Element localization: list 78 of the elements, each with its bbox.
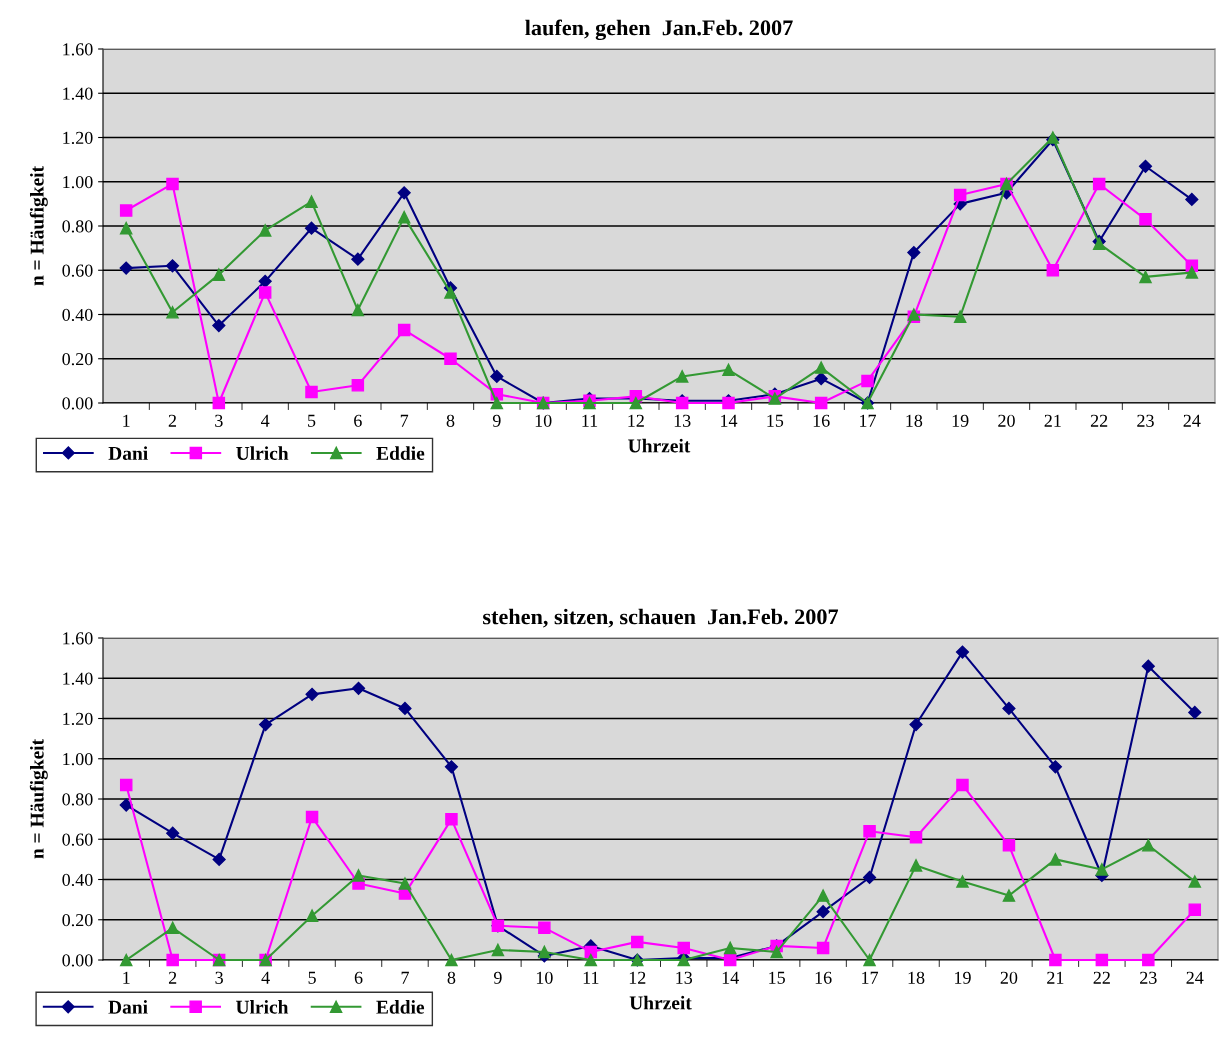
x-tick-label: 23	[1140, 971, 1157, 984]
x-tick-label: 1	[123, 971, 130, 984]
x-tick-label: 11	[582, 414, 598, 427]
x-tick-label: 3	[215, 971, 223, 984]
y-tick-label: 0.20	[62, 353, 93, 366]
y-tick-label: 1.40	[63, 672, 93, 685]
y-tick-label: 1.20	[63, 712, 93, 726]
x-axis-title: Uhrzeit	[628, 438, 691, 453]
x-tick-label: 7	[400, 414, 409, 427]
y-tick-label: 0.60	[62, 264, 93, 277]
x-tick-label: 6	[354, 971, 363, 984]
x-tick-label: 22	[1093, 971, 1110, 984]
y-tick-label: 1.00	[63, 753, 93, 766]
x-tick-label: 1	[123, 414, 130, 427]
y-axis-title: n = Häufigkeit	[29, 738, 48, 859]
x-tick-label: 5	[308, 414, 316, 427]
y-tick-label: 1.60	[63, 632, 93, 645]
x-tick-label: 18	[906, 414, 923, 427]
x-tick-label: 8	[446, 414, 455, 427]
x-tick-label: 6	[354, 414, 362, 427]
x-tick-label: 3	[215, 414, 223, 427]
legend-label: Dani	[108, 1000, 148, 1014]
x-tick-label: 4	[261, 971, 270, 984]
x-tick-label: 11	[583, 971, 599, 984]
x-tick-label: 8	[447, 971, 456, 984]
x-tick-label: 19	[955, 971, 971, 984]
y-tick-label: 0.80	[62, 220, 93, 233]
chart-title: stehen, sitzen, schauen Jan.Feb. 2007	[483, 608, 839, 628]
y-tick-label: 0.80	[62, 793, 93, 806]
x-tick-label: 14	[722, 971, 739, 984]
x-tick-label: 14	[721, 414, 738, 427]
x-tick-label: 13	[674, 414, 691, 427]
x-tick-label: 17	[862, 971, 879, 984]
y-tick-label: 1.00	[63, 176, 93, 189]
x-tick-label: 18	[908, 971, 925, 984]
x-tick-label: 22	[1090, 414, 1108, 427]
y-axis-title: n = Häufigkeit	[29, 165, 48, 286]
y-tick-label: 0.40	[62, 873, 93, 887]
x-tick-label: 7	[401, 971, 409, 984]
x-tick-label: 2	[168, 414, 177, 427]
x-tick-label: 15	[769, 971, 785, 984]
x-tick-label: 20	[998, 414, 1015, 427]
x-tick-label: 15	[767, 414, 784, 427]
x-tick-label: 10	[535, 414, 552, 427]
legend-label: Ulrich	[236, 446, 289, 460]
legend-label: Eddie	[376, 1000, 425, 1014]
x-axis-title: Uhrzeit	[629, 995, 692, 1010]
x-tick-label: 10	[536, 971, 553, 984]
y-tick-label: 0.40	[62, 308, 93, 322]
x-tick-label: 16	[813, 414, 830, 427]
y-tick-label: 0.00	[62, 397, 93, 410]
x-tick-label: 17	[860, 414, 877, 427]
x-tick-label: 20	[1000, 971, 1018, 984]
y-tick-label: 0.60	[62, 833, 93, 846]
x-tick-label: 24	[1183, 414, 1201, 427]
x-tick-label: 19	[952, 414, 969, 427]
x-tick-label: 16	[815, 971, 832, 984]
x-tick-label: 24	[1186, 971, 1204, 984]
y-tick-label: 1.60	[63, 43, 93, 56]
x-tick-label: 13	[676, 971, 693, 984]
x-tick-label: 9	[493, 971, 502, 984]
x-tick-label: 5	[308, 971, 316, 984]
x-tick-label: 23	[1137, 414, 1154, 427]
legend-label: Dani	[108, 446, 148, 460]
y-tick-label: 1.40	[63, 87, 93, 100]
legend-label: Eddie	[376, 446, 425, 460]
x-tick-label: 9	[492, 414, 501, 427]
x-tick-label: 12	[629, 971, 646, 984]
chart-title: laufen, gehen Jan.Feb. 2007	[525, 19, 793, 41]
x-tick-label: 21	[1047, 971, 1064, 984]
x-tick-label: 2	[168, 971, 177, 984]
y-tick-label: 0.20	[62, 914, 93, 927]
x-tick-label: 12	[628, 414, 644, 427]
x-tick-label: 21	[1044, 414, 1061, 427]
legend-label: Ulrich	[236, 1000, 289, 1014]
x-tick-label: 4	[261, 414, 270, 427]
y-tick-label: 0.00	[62, 954, 93, 967]
y-tick-label: 1.20	[63, 131, 93, 145]
